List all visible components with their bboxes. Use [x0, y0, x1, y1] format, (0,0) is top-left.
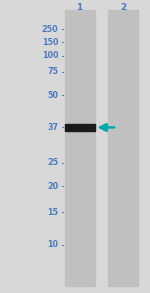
Text: 100: 100 — [42, 51, 58, 60]
Text: 150: 150 — [42, 38, 58, 47]
Text: 2: 2 — [120, 3, 126, 12]
Bar — [64, 10, 94, 286]
Bar — [108, 10, 138, 286]
Bar — [64, 124, 94, 131]
Text: 25: 25 — [47, 158, 58, 167]
Text: 15: 15 — [48, 208, 58, 217]
Text: 50: 50 — [48, 91, 58, 100]
Text: 75: 75 — [48, 67, 58, 76]
Text: 1: 1 — [76, 3, 83, 12]
Text: 20: 20 — [47, 182, 58, 190]
Text: 37: 37 — [48, 123, 58, 132]
Text: 250: 250 — [42, 25, 58, 34]
Text: 10: 10 — [48, 240, 58, 249]
